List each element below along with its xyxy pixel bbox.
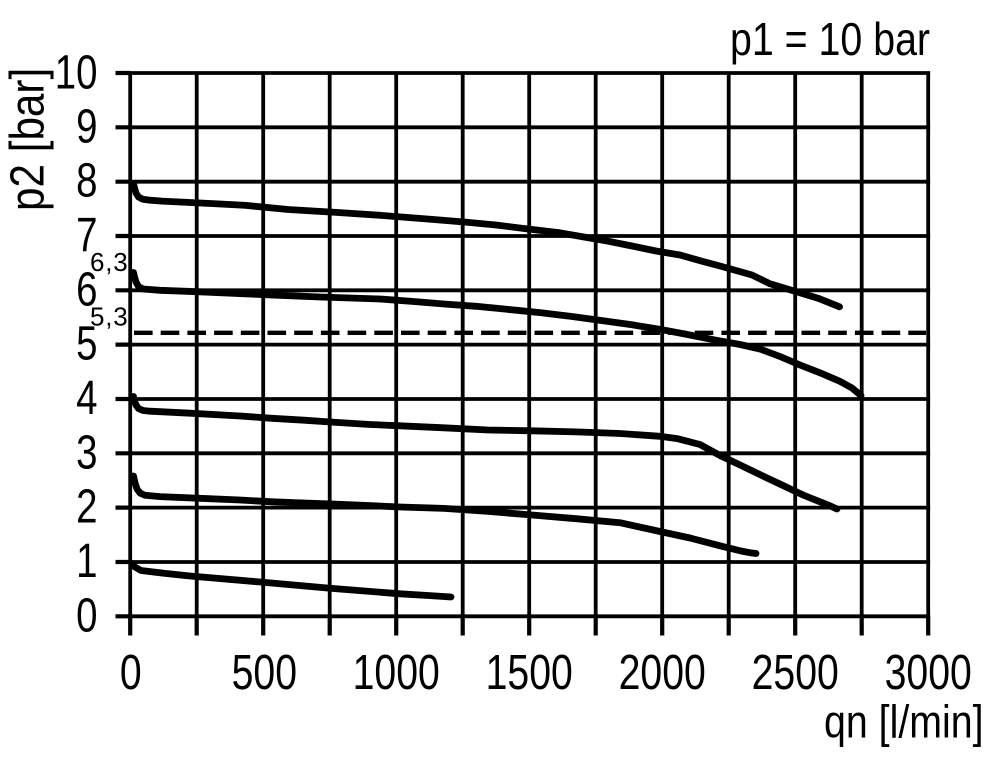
svg-text:6,3: 6,3 (90, 247, 129, 277)
svg-text:0: 0 (76, 589, 97, 642)
svg-text:1500: 1500 (486, 646, 573, 700)
svg-text:2: 2 (76, 481, 97, 534)
svg-text:10: 10 (55, 46, 98, 99)
svg-text:9: 9 (76, 100, 97, 153)
svg-text:2500: 2500 (752, 646, 839, 700)
svg-text:1: 1 (76, 535, 97, 588)
svg-text:p1 = 10 bar: p1 = 10 bar (730, 14, 930, 66)
svg-text:p2 [bar]: p2 [bar] (0, 68, 54, 211)
svg-text:0: 0 (120, 646, 142, 700)
svg-text:1000: 1000 (353, 646, 440, 700)
svg-text:500: 500 (232, 646, 297, 700)
svg-text:qn [l/min]: qn [l/min] (824, 697, 984, 749)
svg-text:5: 5 (76, 318, 97, 371)
svg-text:4: 4 (76, 372, 97, 425)
svg-text:5,3: 5,3 (90, 302, 129, 332)
svg-text:7: 7 (76, 209, 97, 262)
svg-text:8: 8 (76, 155, 97, 208)
svg-text:2000: 2000 (619, 646, 706, 700)
svg-text:6: 6 (76, 263, 97, 316)
svg-text:3: 3 (76, 426, 97, 479)
svg-text:3000: 3000 (885, 646, 972, 700)
